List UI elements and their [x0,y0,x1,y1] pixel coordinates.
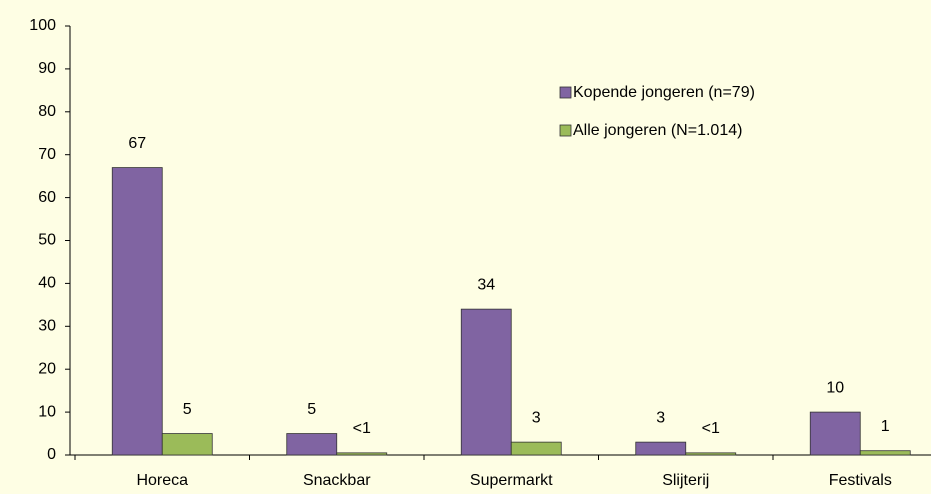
y-tick-label: 70 [38,146,56,163]
data-label: 3 [532,409,541,426]
data-label: <1 [353,420,371,437]
y-tick-label: 60 [38,189,56,206]
bar [809,411,861,456]
legend-swatch [559,124,572,137]
data-label: 3 [656,409,665,426]
x-tick-label: Supermarkt [470,472,553,489]
x-tick-label: Festivals [829,472,892,489]
bar [460,308,512,456]
legend-label: Alle jongeren (N=1.014) [573,122,742,139]
bar [635,441,687,456]
data-label: 34 [477,276,495,293]
x-tick-label: Snackbar [303,472,371,489]
bar [286,433,338,456]
y-tick-label: 0 [47,446,56,463]
bar [685,452,737,456]
bar [161,433,213,456]
y-tick-label: 90 [38,60,56,77]
legend-label: Kopende jongeren (n=79) [573,84,755,101]
y-tick-label: 40 [38,275,56,292]
bar [111,167,163,456]
data-label: 5 [183,401,192,418]
bar [859,450,911,456]
bar [510,441,562,456]
data-label: 5 [307,401,316,418]
y-tick-label: 50 [38,232,56,249]
y-tick-label: 30 [38,318,56,335]
data-label: <1 [702,420,720,437]
data-label: 67 [128,135,146,152]
data-label: 1 [881,418,890,435]
y-tick-label: 10 [38,403,56,420]
x-tick-label: Slijterij [662,472,709,489]
bar [336,452,388,456]
y-tick-label: 80 [38,103,56,120]
legend-swatch [559,86,572,99]
x-tick-label: Horeca [136,472,188,489]
y-tick-label: 20 [38,360,56,377]
data-label: 10 [826,379,844,396]
y-tick-label: 100 [29,17,56,34]
